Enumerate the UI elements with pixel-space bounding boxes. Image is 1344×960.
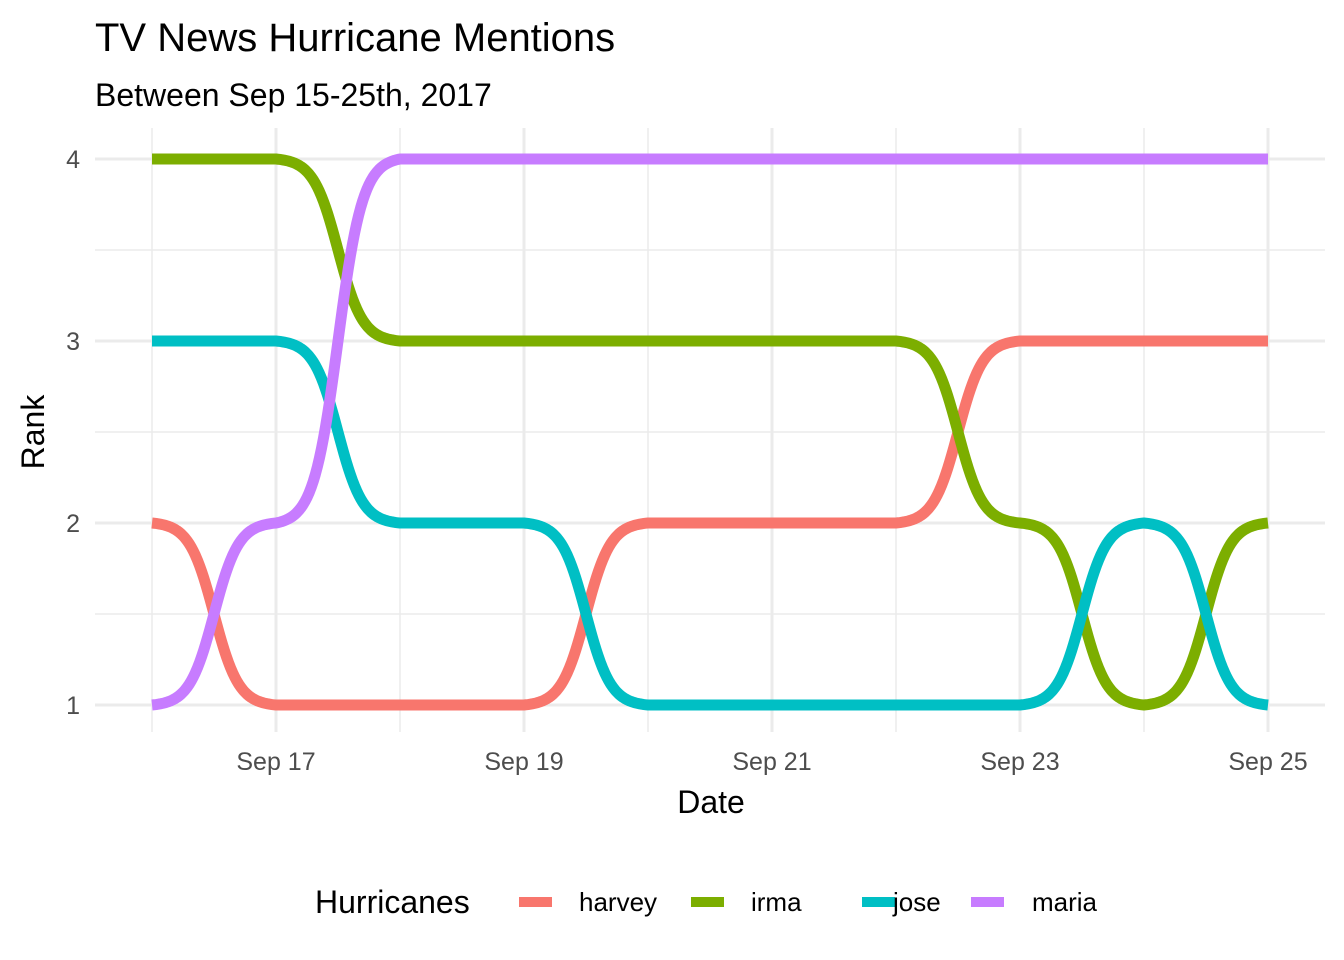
y-tick-label: 2 [66, 510, 80, 538]
y-tick-label: 3 [66, 328, 80, 356]
chart-subtitle: Between Sep 15-25th, 2017 [95, 77, 492, 113]
x-tick-label: Sep 17 [236, 748, 315, 776]
x-tick-label: Sep 25 [1228, 748, 1307, 776]
series-line-harvey [148, 335, 1272, 711]
x-axis-title: Date [677, 784, 745, 820]
y-tick-label: 1 [66, 692, 80, 720]
y-axis-tick-labels: 1 2 3 4 [66, 146, 80, 720]
x-tick-label: Sep 23 [980, 748, 1059, 776]
x-tick-label: Sep 19 [484, 748, 563, 776]
legend-label-irma: irma [751, 887, 802, 917]
legend-label-jose: jose [892, 887, 941, 917]
legend-label-maria: maria [1032, 887, 1098, 917]
plot-grid [95, 128, 1325, 732]
legend: Hurricanes harvey irma jose maria [315, 884, 1098, 920]
y-axis-title: Rank [15, 394, 51, 470]
chart-title: TV News Hurricane Mentions [95, 16, 615, 60]
legend-title: Hurricanes [315, 884, 470, 920]
series-line-jose [148, 335, 1272, 711]
series-line-maria [148, 153, 1272, 711]
series-lines [148, 153, 1272, 711]
x-axis-tick-labels: Sep 17 Sep 19 Sep 21 Sep 23 Sep 25 [236, 748, 1307, 776]
legend-label-harvey: harvey [579, 887, 657, 917]
x-tick-label: Sep 21 [732, 748, 811, 776]
y-tick-label: 4 [66, 146, 80, 174]
